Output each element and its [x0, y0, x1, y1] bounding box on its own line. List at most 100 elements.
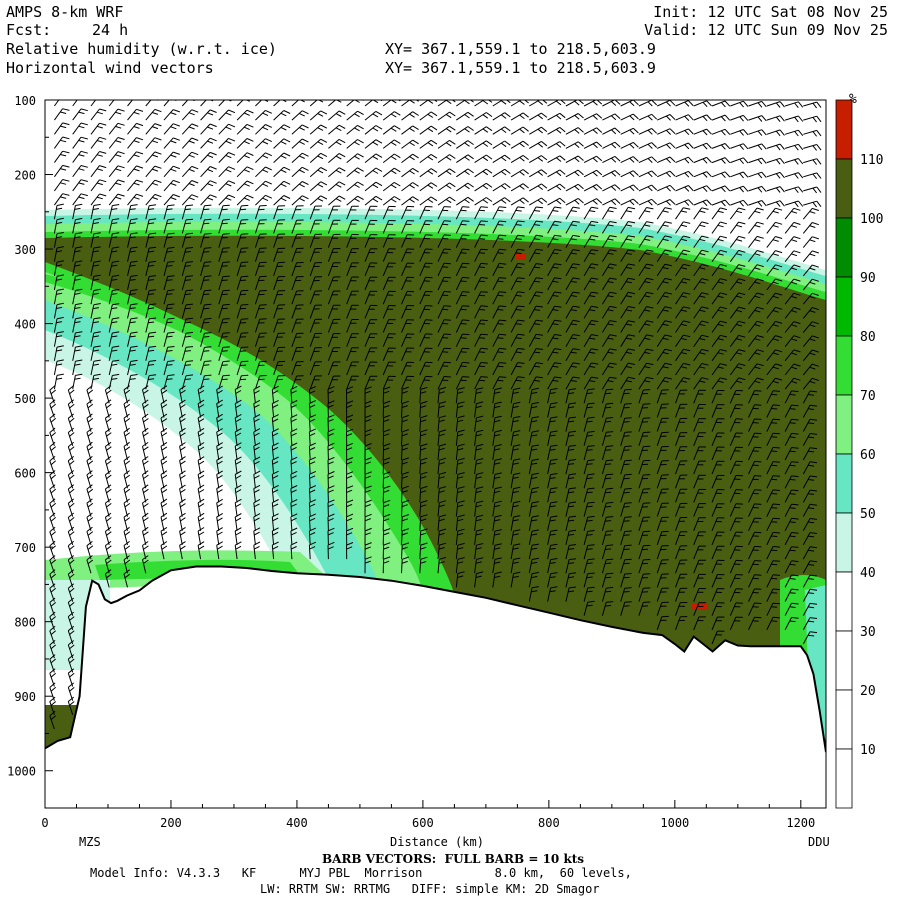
wind-barb — [346, 319, 359, 333]
wind-barb — [638, 128, 658, 135]
wind-barb — [455, 291, 470, 305]
wind-barb — [565, 362, 580, 376]
wind-barb — [547, 376, 562, 390]
wind-barb — [142, 441, 149, 461]
wind-barb — [218, 247, 230, 262]
wind-barb — [216, 470, 223, 489]
wind-barb — [160, 484, 168, 503]
y-tick-label: 700 — [14, 541, 36, 555]
wind-barb — [364, 347, 378, 361]
wind-barb — [748, 560, 762, 574]
wind-barb — [675, 517, 688, 531]
wind-barb — [401, 139, 419, 149]
wind-barb — [638, 207, 654, 220]
wind-barb — [273, 276, 286, 291]
wind-barb — [181, 247, 194, 262]
wind-barb — [601, 221, 617, 234]
wind-barb — [565, 183, 584, 192]
wind-barb — [675, 320, 691, 333]
wind-barb — [437, 125, 456, 135]
wind-barb — [711, 432, 725, 446]
wind-barb — [729, 475, 743, 489]
wind-barb — [456, 140, 474, 149]
wind-barb — [656, 199, 676, 206]
wind-barb — [565, 473, 577, 489]
wind-barb — [200, 303, 212, 319]
wind-barb — [419, 375, 433, 390]
wind-barb — [529, 169, 548, 178]
wind-barb — [492, 305, 507, 319]
wind-barb — [382, 471, 391, 489]
wind-barb — [656, 156, 676, 164]
wind-barb — [455, 401, 465, 418]
wind-barb — [163, 246, 175, 262]
wind-barb — [218, 204, 230, 220]
wind-barb — [437, 154, 456, 164]
wind-barb — [455, 457, 465, 475]
wind-barb — [656, 348, 672, 362]
wind-barb — [179, 456, 186, 475]
wind-barb — [784, 172, 804, 179]
wind-barb — [583, 334, 599, 347]
wind-barb — [693, 602, 706, 616]
wind-barb — [802, 418, 818, 432]
wind-barb — [547, 220, 562, 234]
wind-barb — [90, 108, 107, 121]
wind-barb — [656, 474, 669, 489]
wind-barb — [53, 260, 64, 276]
wind-barb — [620, 141, 639, 149]
wind-barb — [145, 317, 157, 333]
wind-barb — [474, 206, 488, 220]
wind-barb — [327, 347, 341, 361]
wind-barb — [364, 153, 383, 163]
wind-barb — [729, 588, 743, 602]
wind-barb — [127, 232, 138, 248]
wind-barb — [729, 349, 746, 362]
wind-barb — [510, 197, 529, 206]
wind-barb — [656, 362, 672, 376]
wind-barb — [656, 221, 672, 234]
wind-barb — [583, 445, 595, 461]
wind-barb — [72, 317, 83, 333]
wind-barb — [181, 218, 194, 234]
colorbar: 110 100 90 80 70 60 50 40 30 20 10 — [835, 99, 883, 809]
wind-barb — [401, 333, 415, 347]
wind-barb — [583, 473, 595, 489]
wind-barb — [729, 207, 746, 220]
wind-barb — [601, 402, 614, 418]
wind-barb — [197, 484, 205, 503]
wind-barb — [179, 442, 186, 461]
wind-barb — [766, 418, 781, 432]
wind-barb — [583, 277, 599, 291]
wind-barb — [547, 277, 562, 291]
wind-barb — [474, 543, 484, 560]
wind-barb — [364, 499, 372, 517]
wind-barb — [638, 573, 651, 588]
colorbar-swatch — [835, 276, 853, 337]
wind-barb — [234, 413, 242, 432]
wind-barb — [236, 204, 249, 220]
wind-barb — [364, 457, 372, 475]
wind-barb — [583, 184, 603, 192]
y-tick-label: 400 — [14, 318, 36, 332]
wind-barb — [308, 527, 317, 545]
wind-barb — [160, 427, 168, 446]
wind-barb — [803, 144, 822, 151]
wind-barb — [145, 232, 157, 248]
wind-barb — [53, 373, 64, 390]
wind-barb — [510, 126, 529, 135]
wind-barb — [437, 276, 451, 291]
wind-barb — [108, 331, 120, 347]
colorbar-swatch — [835, 335, 853, 396]
wind-barb — [492, 429, 502, 446]
wind-barb — [638, 291, 654, 305]
wind-barb — [547, 305, 562, 319]
wind-barb — [492, 415, 502, 432]
wind-barb — [802, 264, 819, 277]
wind-barb — [693, 503, 706, 517]
wind-barb — [565, 206, 580, 220]
wind-barb — [127, 108, 144, 121]
wind-barb — [255, 124, 273, 135]
wind-barb — [273, 360, 286, 376]
wind-barb — [730, 100, 749, 108]
